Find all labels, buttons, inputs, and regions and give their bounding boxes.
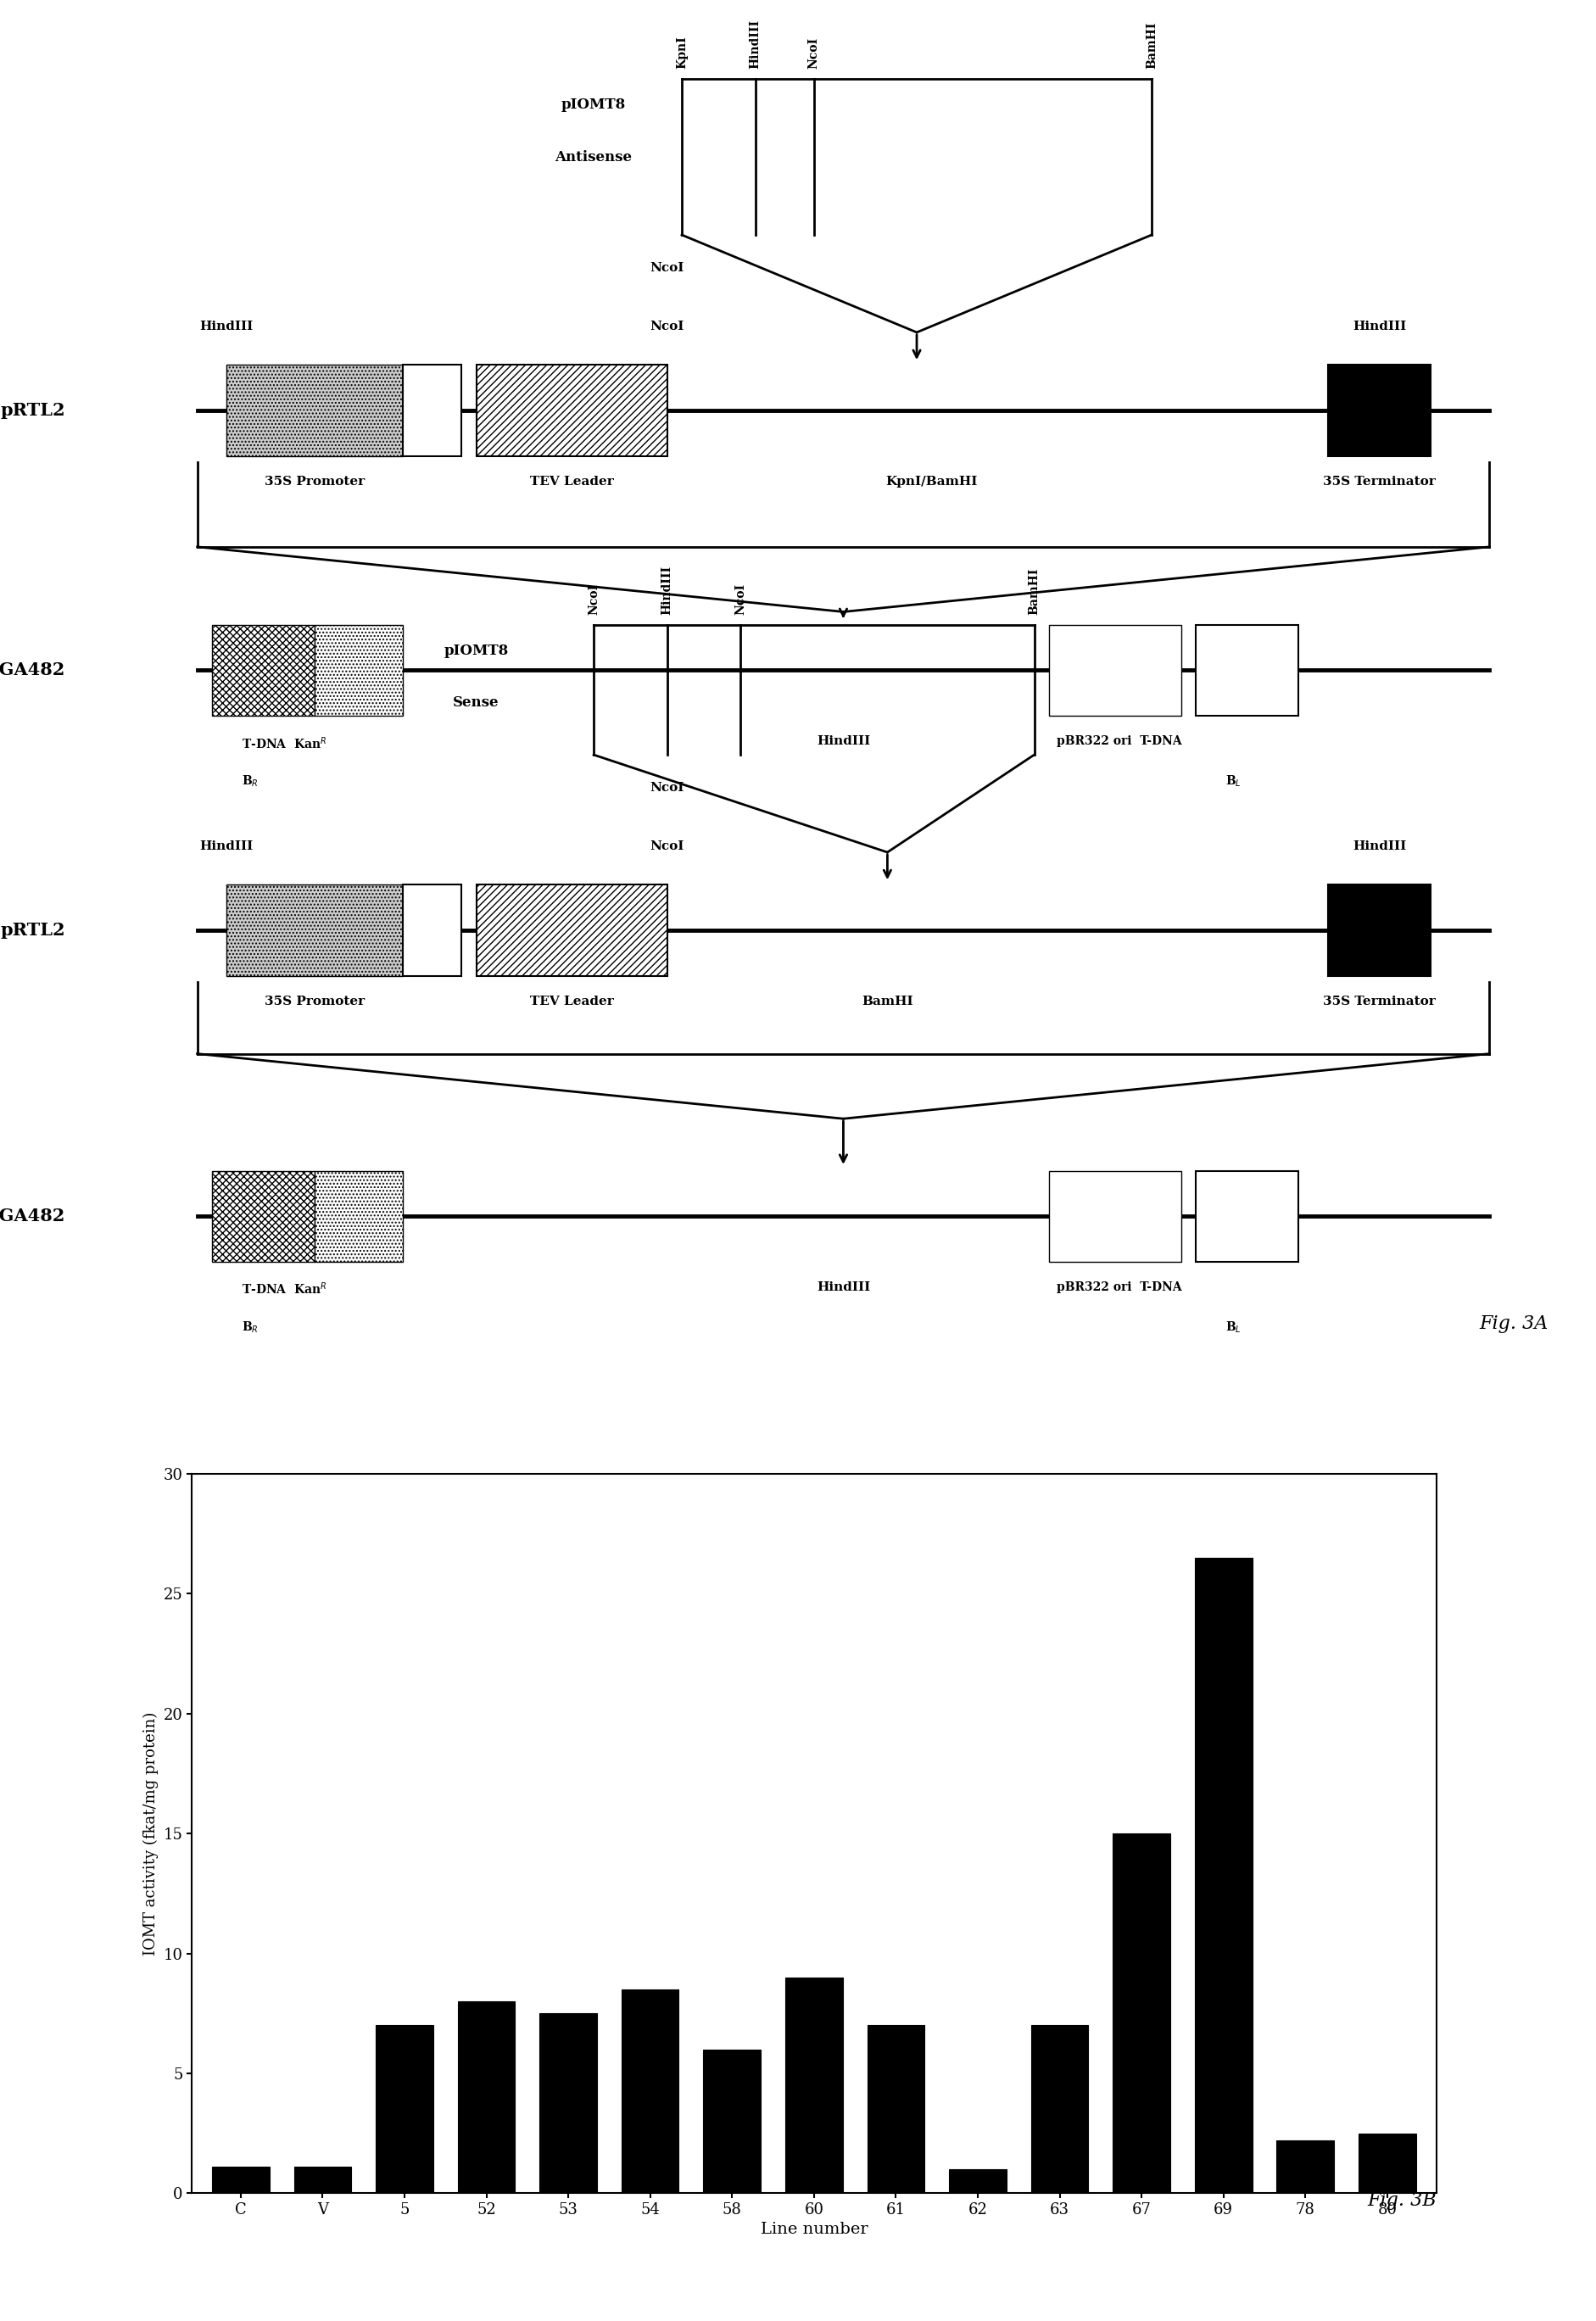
Bar — [294, 2168, 351, 2193]
Bar — [458, 2001, 516, 2193]
Bar — [1112, 1834, 1170, 2193]
Text: HindIII: HindIII — [661, 564, 674, 615]
Text: HindIII: HindIII — [1352, 320, 1406, 332]
Bar — [375, 2026, 433, 2193]
Text: pRTL2: pRTL2 — [0, 921, 65, 938]
Text: NcoI: NcoI — [808, 37, 820, 70]
Text: pRTL2: pRTL2 — [0, 402, 65, 418]
Text: NcoI: NcoI — [650, 320, 685, 332]
Bar — [1328, 884, 1430, 975]
Text: HindIII: HindIII — [200, 840, 254, 852]
Text: HindIII: HindIII — [1352, 840, 1406, 852]
Bar — [227, 884, 402, 975]
Text: B$_L$: B$_L$ — [1226, 1321, 1242, 1335]
Bar — [1358, 2133, 1416, 2193]
Text: NcoI: NcoI — [650, 840, 685, 852]
Text: T-DNA  Kan$^R$: T-DNA Kan$^R$ — [241, 736, 327, 752]
Bar — [621, 1989, 678, 2193]
Bar — [476, 884, 667, 975]
Text: HindIII: HindIII — [817, 1281, 870, 1293]
Text: BamHI: BamHI — [862, 996, 913, 1007]
Bar — [227, 364, 402, 455]
Text: HindIII: HindIII — [200, 320, 254, 332]
Text: pBR322 ori  T-DNA: pBR322 ori T-DNA — [1057, 736, 1181, 747]
Bar — [950, 2170, 1007, 2193]
Bar — [212, 1170, 314, 1263]
Text: 35S Promoter: 35S Promoter — [265, 476, 365, 487]
Bar — [314, 1170, 402, 1263]
Bar — [212, 624, 314, 715]
Bar — [1195, 624, 1299, 715]
Text: Fig. 3A: Fig. 3A — [1479, 1314, 1548, 1332]
Text: pIOMT8: pIOMT8 — [444, 643, 509, 659]
Text: Antisense: Antisense — [555, 149, 632, 165]
Text: pIOMT8: pIOMT8 — [562, 97, 626, 111]
Text: NcoI: NcoI — [734, 583, 747, 615]
Bar — [476, 364, 667, 455]
Text: 35S Promoter: 35S Promoter — [265, 996, 365, 1007]
X-axis label: Line number: Line number — [760, 2221, 868, 2237]
Text: BamHI: BamHI — [1028, 566, 1041, 615]
Y-axis label: IOMT activity (fkat/mg protein): IOMT activity (fkat/mg protein) — [144, 1713, 158, 1954]
Text: TEV Leader: TEV Leader — [530, 996, 613, 1007]
Text: 35S Terminator: 35S Terminator — [1323, 476, 1435, 487]
Text: Sense: Sense — [453, 696, 500, 710]
Text: NcoI: NcoI — [650, 262, 685, 274]
Bar — [212, 2168, 270, 2193]
Text: NcoI: NcoI — [650, 782, 685, 794]
Text: BamHI: BamHI — [1146, 21, 1157, 70]
Text: TEV Leader: TEV Leader — [530, 476, 613, 487]
Text: KpnI/BamHI: KpnI/BamHI — [886, 476, 977, 487]
Text: Fig. 3B: Fig. 3B — [1368, 2191, 1436, 2210]
Text: T-DNA  Kan$^R$: T-DNA Kan$^R$ — [241, 1281, 327, 1297]
Bar — [1328, 364, 1430, 455]
Bar — [785, 1977, 843, 2193]
Text: NcoI: NcoI — [587, 583, 600, 615]
Bar — [704, 2049, 761, 2193]
Text: B$_R$: B$_R$ — [241, 775, 259, 789]
Text: B$_R$: B$_R$ — [241, 1321, 259, 1335]
Bar — [1049, 1170, 1181, 1263]
Bar — [402, 364, 461, 455]
Text: HindIII: HindIII — [749, 19, 761, 70]
Bar — [1195, 1170, 1299, 1263]
Text: pGA482: pGA482 — [0, 661, 65, 678]
Bar — [402, 884, 461, 975]
Text: KpnI: KpnI — [675, 35, 688, 70]
Bar — [1049, 624, 1181, 715]
Text: HindIII: HindIII — [817, 736, 870, 747]
Bar — [1031, 2026, 1088, 2193]
Text: 35S Terminator: 35S Terminator — [1323, 996, 1435, 1007]
Bar — [1277, 2140, 1334, 2193]
Bar — [539, 2012, 597, 2193]
Text: B$_L$: B$_L$ — [1226, 775, 1242, 789]
Text: pGA482: pGA482 — [0, 1207, 65, 1225]
Bar — [867, 2026, 924, 2193]
Bar — [1195, 1557, 1253, 2193]
Bar — [314, 624, 402, 715]
Text: pBR322 ori  T-DNA: pBR322 ori T-DNA — [1057, 1281, 1181, 1293]
